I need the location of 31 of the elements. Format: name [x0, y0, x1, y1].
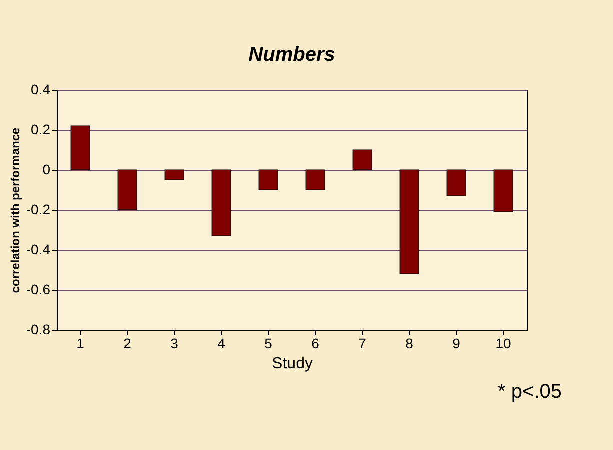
x-tick-label: 2	[124, 336, 132, 352]
bar	[118, 170, 138, 210]
x-tick-label: 9	[452, 336, 461, 352]
x-tick-label: 4	[218, 336, 226, 352]
bar	[306, 170, 326, 190]
y-tick-label: 0	[42, 162, 51, 178]
x-tick-label: 6	[312, 336, 320, 352]
bar	[212, 170, 232, 236]
x-axis-title: Study	[272, 356, 313, 372]
bar	[494, 170, 514, 212]
bar	[164, 170, 184, 180]
y-tick-label: 0.4	[31, 82, 51, 98]
bar	[400, 170, 420, 274]
x-tick-label: 7	[358, 336, 367, 352]
y-tick-label: -0.6	[26, 282, 51, 298]
x-tick-label: 10	[496, 336, 512, 352]
x-tick-label: 1	[76, 336, 85, 352]
y-axis-title: correlation with performance	[8, 127, 22, 294]
x-tick-label: 5	[264, 336, 273, 352]
bar	[446, 170, 466, 196]
bar	[70, 126, 90, 170]
y-tick-label: 0.2	[31, 122, 51, 138]
y-tick-label: -0.4	[26, 242, 51, 258]
x-tick-label: 3	[170, 336, 179, 352]
bar	[258, 170, 278, 190]
x-tick-label: 8	[406, 336, 414, 352]
text: * p<.05	[498, 381, 562, 403]
y-tick-label: -0.8	[26, 322, 51, 338]
bar	[352, 150, 372, 170]
chart-title: Numbers	[248, 44, 336, 66]
y-tick-label: -0.2	[26, 202, 51, 218]
